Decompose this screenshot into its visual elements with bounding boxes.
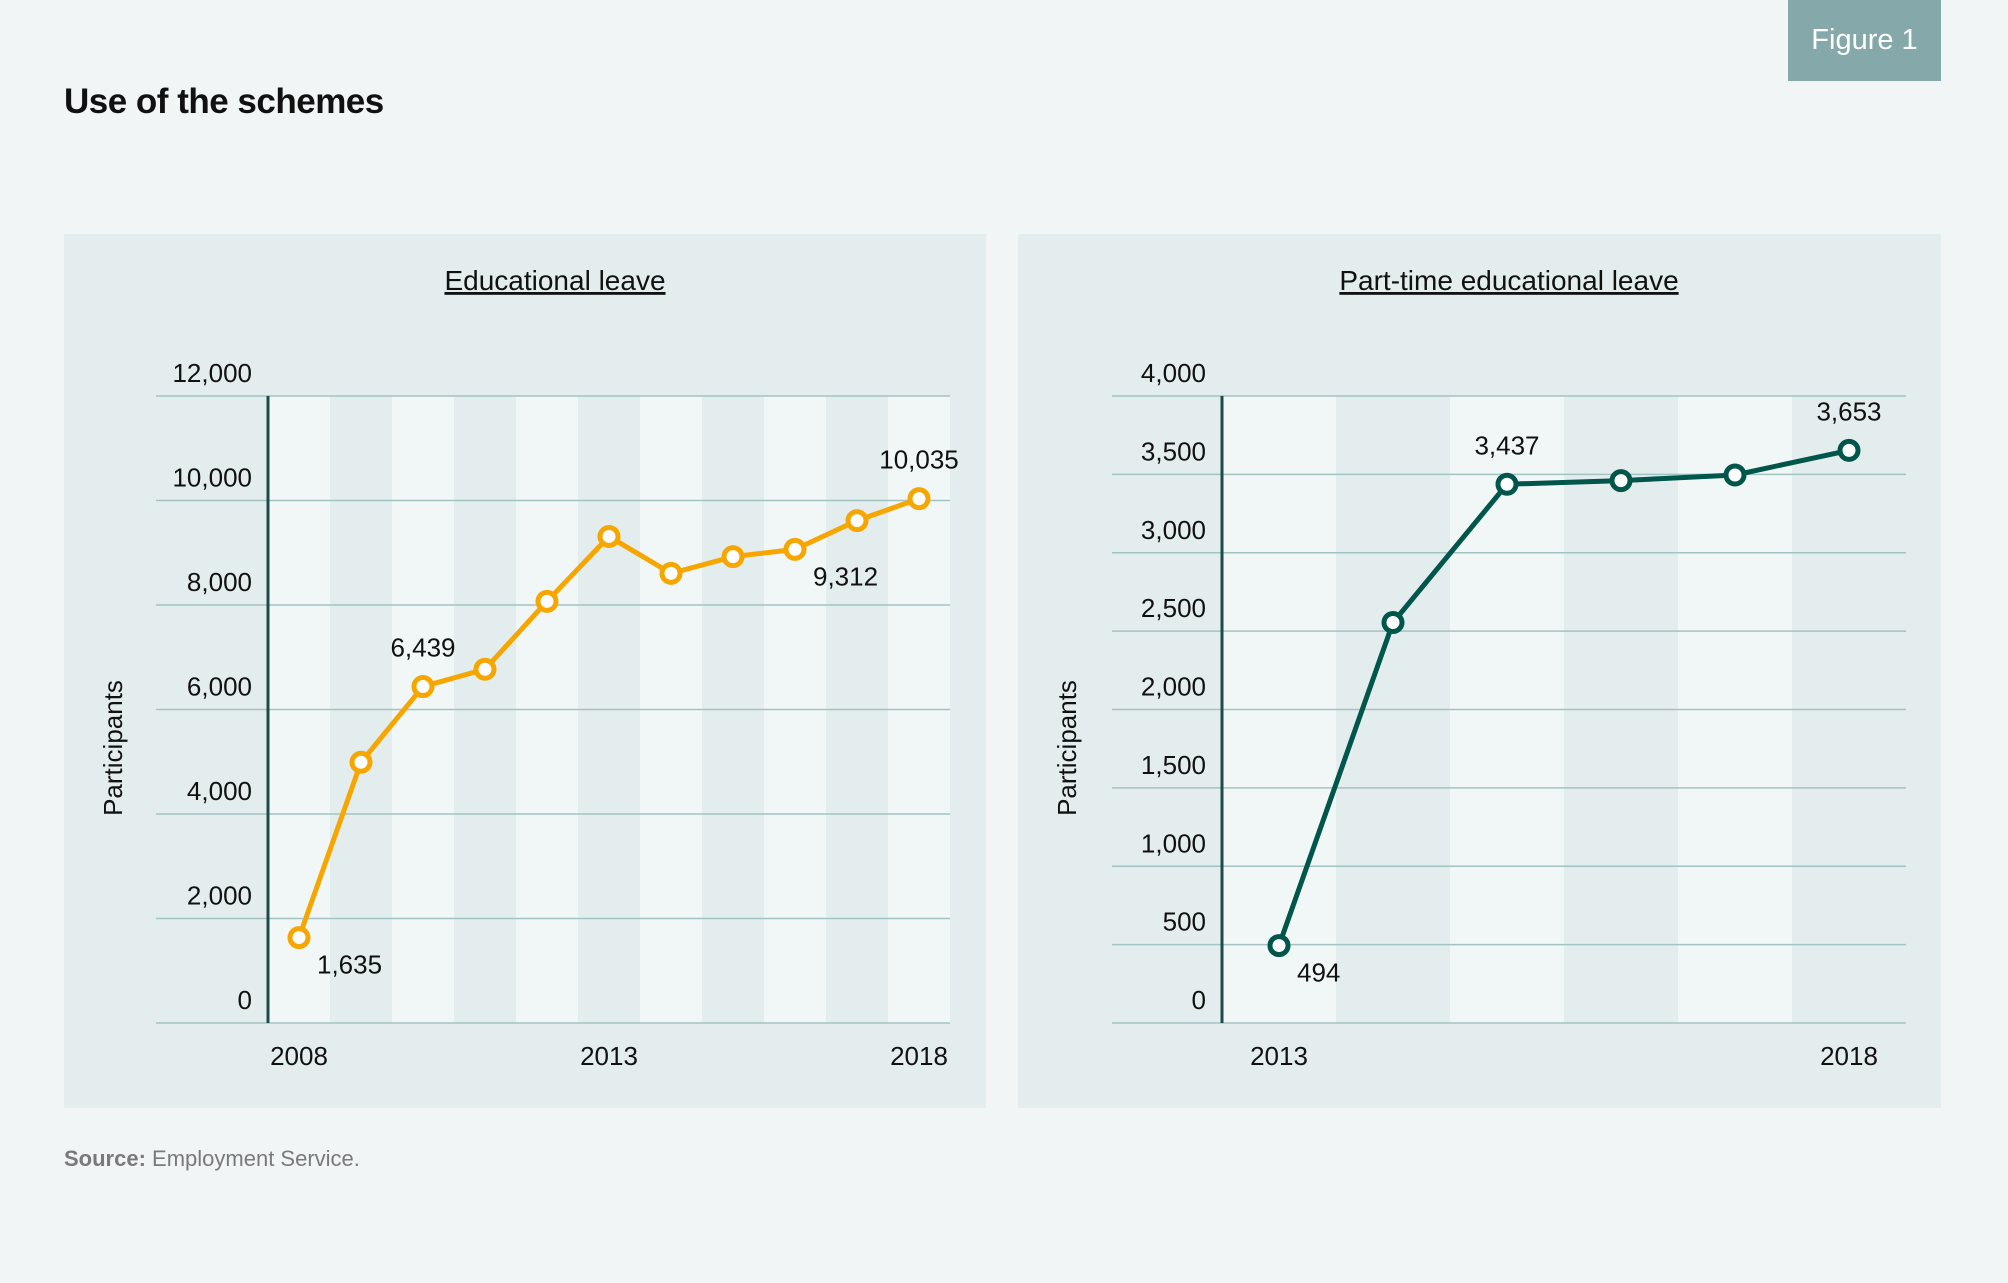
- data-point: [349, 750, 373, 774]
- y-tick-label: 0: [1192, 985, 1206, 1015]
- x-tick-label: 2018: [890, 1041, 948, 1071]
- data-point: [1609, 469, 1633, 493]
- data-point: [597, 524, 621, 548]
- chart-part-time-educational-leave: 0 500 1,000 1,500 2,000 2,500 3,000 3,500 4,000 2…: [1018, 234, 1941, 1108]
- y-tick-label: 2,500: [1141, 593, 1206, 623]
- data-label: 3,437: [1474, 430, 1539, 460]
- y-axis-label: Participants: [1052, 680, 1082, 816]
- data-point: [1495, 472, 1519, 496]
- data-label: 10,035: [879, 445, 959, 475]
- data-point: [1723, 463, 1747, 487]
- y-tick-label: 8,000: [187, 567, 252, 597]
- y-tick-label: 0: [238, 985, 252, 1015]
- data-label: 3,653: [1816, 396, 1881, 426]
- data-point: [721, 545, 745, 569]
- data-label: 9,312: [813, 561, 878, 591]
- source-note: Source: Employment Service.: [64, 1146, 360, 1172]
- data-point: [783, 537, 807, 561]
- figure-title: Use of the schemes: [64, 82, 384, 121]
- source-label: Source:: [64, 1146, 146, 1171]
- data-point: [1837, 438, 1861, 462]
- y-tick-label: 4,000: [1141, 358, 1206, 388]
- series-line: [1276, 447, 1850, 947]
- data-point: [845, 509, 869, 533]
- data-point: [535, 589, 559, 613]
- data-point: [907, 487, 931, 511]
- y-axis-label: Participants: [98, 680, 128, 816]
- data-label: 494: [1297, 958, 1340, 988]
- data-point: [659, 561, 683, 585]
- y-tick-label: 12,000: [172, 358, 252, 388]
- data-point: [1381, 611, 1405, 635]
- data-label: 1,635: [317, 950, 382, 980]
- y-tick-label: 3,000: [1141, 515, 1206, 545]
- data-point: [473, 657, 497, 681]
- data-point: [1267, 934, 1291, 958]
- figure-badge: Figure 1: [1788, 0, 1941, 81]
- chart-title: Educational leave: [444, 265, 665, 296]
- y-tick-label: 2,000: [187, 881, 252, 911]
- y-tick-label: 6,000: [187, 672, 252, 702]
- y-tick-label: 3,500: [1141, 436, 1206, 466]
- data-point: [287, 926, 311, 950]
- x-tick-label: 2008: [270, 1041, 328, 1071]
- data-point: [411, 675, 435, 699]
- x-tick-label: 2013: [1250, 1041, 1308, 1071]
- y-tick-label: 10,000: [172, 463, 252, 493]
- data-label: 6,439: [390, 633, 455, 663]
- y-tick-label: 500: [1163, 907, 1206, 937]
- y-tick-label: 1,000: [1141, 828, 1206, 858]
- y-tick-label: 2,000: [1141, 672, 1206, 702]
- chart-title: Part-time educational leave: [1339, 265, 1678, 296]
- x-tick-label: 2018: [1820, 1041, 1878, 1071]
- y-tick-label: 1,500: [1141, 750, 1206, 780]
- chart-educational-leave: 0 2,000 4,000 6,000 8,000 10,000 12,000 2008 201…: [64, 234, 986, 1108]
- y-tick-label: 4,000: [187, 776, 252, 806]
- source-text: Employment Service.: [152, 1146, 360, 1171]
- x-tick-label: 2013: [580, 1041, 638, 1071]
